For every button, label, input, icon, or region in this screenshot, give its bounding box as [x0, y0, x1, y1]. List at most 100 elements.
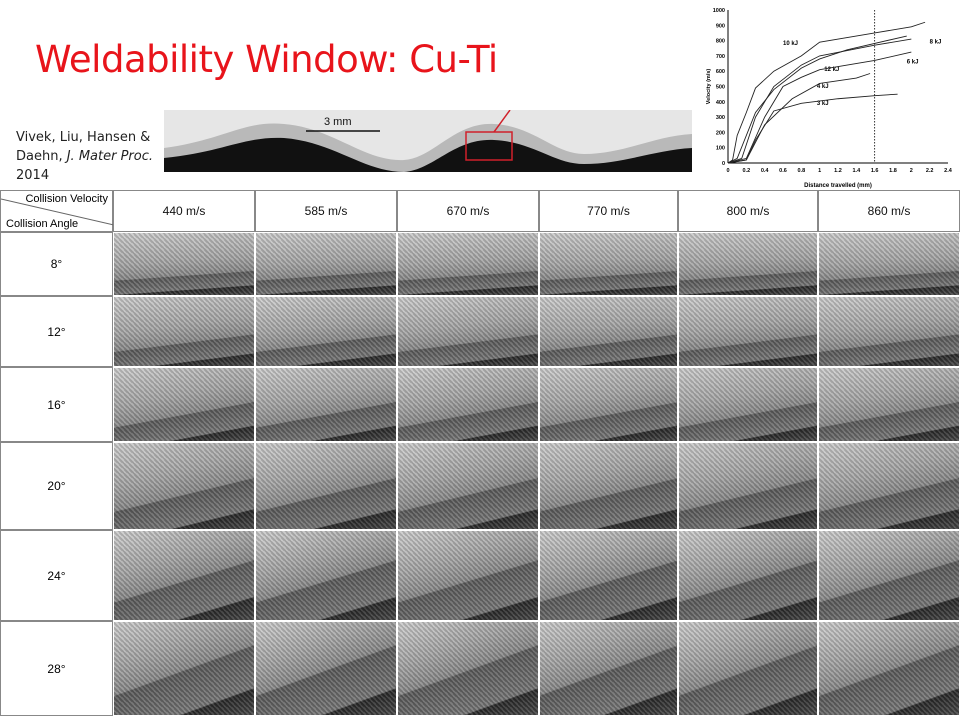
series-line: [727, 21, 926, 164]
y-tick-label: 800: [716, 39, 725, 45]
citation-authors: Vivek, Liu, Hansen &: [16, 130, 151, 145]
micrograph-cell: [818, 232, 960, 296]
micrograph-cell: [113, 232, 255, 296]
weld-interface-wave-image: 3 mm: [164, 110, 692, 172]
citation-journal: J. Mater Proc.: [66, 149, 153, 164]
micrograph-cell: [397, 621, 539, 716]
micrograph-cell: [678, 530, 818, 621]
column-header: 670 m/s: [397, 190, 539, 232]
y-tick-label: 200: [716, 130, 725, 136]
x-tick-label: 0.8: [798, 168, 806, 174]
y-tick-label: 100: [716, 146, 725, 152]
micrograph-cell: [397, 232, 539, 296]
series-line: [727, 73, 871, 164]
row-header: 24°: [0, 530, 113, 621]
x-tick-label: 0.4: [761, 168, 770, 174]
highlight-box: [465, 131, 513, 161]
micrograph-cell: [539, 530, 678, 621]
velocity-chart: 0 100 200 300 400 500 600 700 800 900 1000 0 0.2 0.4 0…: [706, 8, 953, 189]
micrograph-cell: [818, 367, 960, 442]
y-tick-label: 400: [716, 100, 725, 106]
x-tick-label: 1: [818, 168, 821, 174]
micrograph-cell: [678, 296, 818, 367]
citation-authors-2: Daehn,: [16, 149, 67, 164]
micrograph-cell: [397, 530, 539, 621]
weldability-table: Collision Velocity Collision Angle 440 m…: [0, 190, 960, 716]
row-header: 20°: [0, 442, 113, 530]
citation: Vivek, Liu, Hansen & Daehn, J. Mater Pro…: [16, 128, 153, 185]
micrograph-cell: [255, 367, 397, 442]
micrograph-cell: [113, 442, 255, 530]
micrograph-cell: [818, 530, 960, 621]
x-tick-label: 0.6: [779, 168, 787, 174]
x-tick-label: 1.2: [834, 168, 842, 174]
x-tick-label: 1.8: [889, 168, 897, 174]
column-header: 585 m/s: [255, 190, 397, 232]
micrograph-cell: [113, 296, 255, 367]
micrograph-cell: [255, 232, 397, 296]
x-tick-label: 2.4: [944, 168, 953, 174]
x-tick-label: 2: [910, 168, 913, 174]
y-tick-label: 0: [722, 161, 725, 167]
micrograph-cell: [255, 621, 397, 716]
micrograph-cell: [818, 296, 960, 367]
y-tick-label: 700: [716, 54, 725, 60]
corner-angle-label: Collision Angle: [6, 218, 79, 230]
micrograph-cell: [113, 621, 255, 716]
table-corner: Collision Velocity Collision Angle: [0, 190, 114, 232]
micrograph-cell: [113, 367, 255, 442]
y-axis-label: Velocity (m/s): [706, 69, 712, 105]
micrograph-cell: [818, 442, 960, 530]
series-line: [727, 93, 898, 164]
y-tick-label: 600: [716, 69, 725, 75]
series-line: [727, 35, 907, 164]
column-header: 440 m/s: [113, 190, 255, 232]
micrograph-cell: [397, 367, 539, 442]
x-axis-label: Distance travelled (mm): [804, 183, 872, 189]
series-label: 12 kJ: [824, 67, 839, 73]
micrograph-cell: [397, 442, 539, 530]
micrograph-cell: [678, 367, 818, 442]
micrograph-cell: [255, 296, 397, 367]
y-tick-label: 300: [716, 115, 725, 121]
corner-velocity-label: Collision Velocity: [25, 193, 108, 205]
series-label: 6 kJ: [907, 60, 919, 66]
row-header: 12°: [0, 296, 113, 367]
series-label: 4 kJ: [817, 84, 829, 90]
x-tick-label: 2.2: [926, 168, 934, 174]
y-tick-label: 500: [716, 85, 725, 91]
y-tick-label: 900: [716, 23, 725, 29]
micrograph-cell: [255, 530, 397, 621]
micrograph-cell: [539, 442, 678, 530]
micrograph-cell: [539, 621, 678, 716]
micrograph-cell: [539, 296, 678, 367]
micrograph-cell: [539, 232, 678, 296]
micrograph-cell: [678, 442, 818, 530]
micrograph-cell: [397, 296, 539, 367]
y-tick-label: 1000: [713, 8, 725, 14]
column-header: 770 m/s: [539, 190, 678, 232]
slide-title: Weldability Window: Cu-Ti: [35, 38, 498, 81]
citation-year: 2014: [16, 168, 50, 183]
series-label: 8 kJ: [930, 40, 942, 46]
series-label: 3 kJ: [817, 101, 829, 107]
series-label: 10 kJ: [783, 41, 798, 47]
x-tick-label: 1.6: [871, 168, 879, 174]
micrograph-cell: [818, 621, 960, 716]
micrograph-cell: [678, 621, 818, 716]
series-line: [727, 51, 912, 164]
row-header: 16°: [0, 367, 113, 442]
x-tick-label: 0: [726, 168, 729, 174]
micrograph-cell: [255, 442, 397, 530]
column-header: 860 m/s: [818, 190, 960, 232]
row-header: 8°: [0, 232, 113, 296]
x-tick-label: 1.4: [853, 168, 862, 174]
micrograph-cell: [678, 232, 818, 296]
micrograph-cell: [539, 367, 678, 442]
micrograph-cell: [113, 530, 255, 621]
x-tick-label: 0.2: [743, 168, 751, 174]
column-header: 800 m/s: [678, 190, 818, 232]
scale-bar-label: 3 mm: [324, 116, 352, 128]
row-header: 28°: [0, 621, 113, 716]
series-line: [727, 38, 912, 164]
